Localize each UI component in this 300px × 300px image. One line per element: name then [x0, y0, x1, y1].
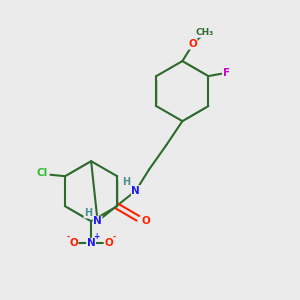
Text: O: O — [142, 216, 151, 226]
Text: +: + — [93, 232, 100, 242]
Text: CH₃: CH₃ — [196, 28, 214, 37]
Text: H: H — [84, 208, 92, 218]
Text: N: N — [131, 186, 140, 196]
Text: N: N — [87, 238, 95, 248]
Text: -: - — [67, 232, 70, 242]
Text: H: H — [122, 177, 130, 188]
Text: O: O — [188, 39, 197, 49]
Text: O: O — [69, 238, 78, 248]
Text: N: N — [93, 216, 102, 226]
Text: F: F — [223, 68, 230, 78]
Text: -: - — [112, 232, 116, 242]
Text: Cl: Cl — [37, 168, 48, 178]
Text: O: O — [104, 238, 113, 248]
